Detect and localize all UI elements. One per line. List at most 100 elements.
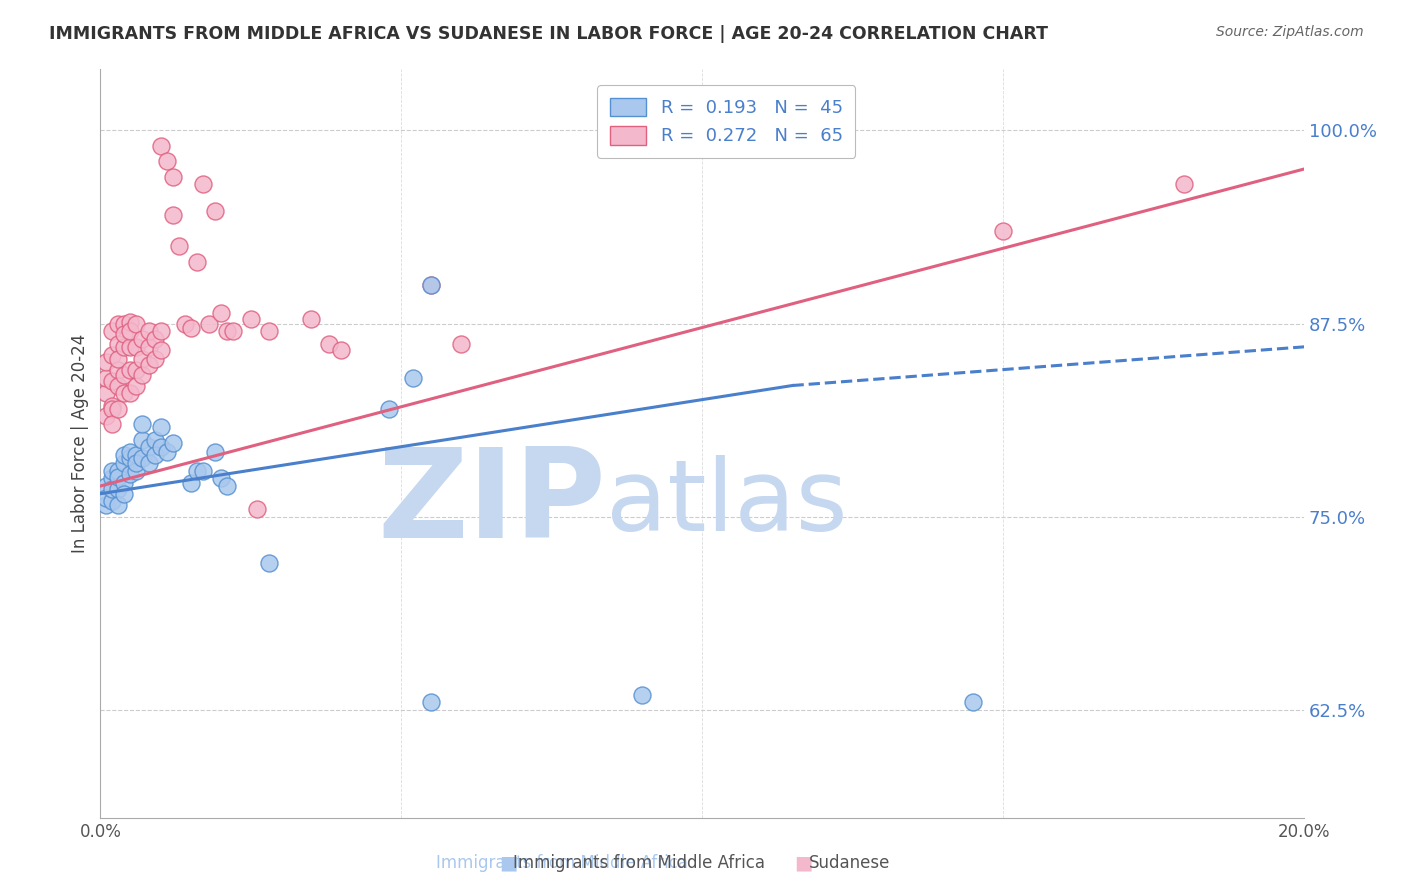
Point	[149, 343, 172, 357]
Point	[131, 332, 153, 346]
Point	[149, 138, 172, 153]
Point	[125, 448, 148, 462]
Point	[131, 451, 153, 466]
Point	[1173, 178, 1195, 192]
Text: ■: ■	[794, 854, 813, 872]
Point	[112, 340, 135, 354]
Point	[120, 451, 142, 466]
Text: Source: ZipAtlas.com: Source: ZipAtlas.com	[1216, 25, 1364, 39]
Point	[155, 154, 177, 169]
Point	[101, 401, 124, 416]
Point	[204, 203, 226, 218]
Point	[991, 224, 1014, 238]
Point	[107, 469, 129, 483]
Point	[239, 312, 262, 326]
Point	[107, 378, 129, 392]
Point	[112, 368, 135, 382]
Y-axis label: In Labor Force | Age 20-24: In Labor Force | Age 20-24	[72, 334, 89, 553]
Point	[96, 498, 118, 512]
Point	[149, 325, 172, 339]
Point	[180, 321, 202, 335]
Text: ZIP: ZIP	[377, 443, 606, 564]
Point	[96, 386, 118, 401]
Text: Sudanese: Sudanese	[808, 855, 890, 872]
Point	[107, 482, 129, 496]
Point	[186, 255, 208, 269]
Point	[131, 368, 153, 382]
Point	[96, 409, 118, 424]
Point	[112, 456, 135, 470]
Point	[107, 498, 129, 512]
Point	[149, 441, 172, 455]
Point	[96, 355, 118, 369]
Point	[101, 399, 124, 413]
Point	[191, 464, 214, 478]
Point	[631, 688, 654, 702]
Point	[96, 479, 118, 493]
Point	[138, 441, 160, 455]
Point	[107, 336, 129, 351]
Point	[204, 445, 226, 459]
Point	[107, 464, 129, 478]
Point	[112, 475, 135, 490]
Point	[197, 317, 219, 331]
Point	[209, 471, 232, 485]
Point	[125, 456, 148, 470]
Point	[173, 317, 195, 331]
Point	[120, 363, 142, 377]
Point	[125, 464, 148, 478]
Point	[101, 482, 124, 496]
Point	[131, 433, 153, 447]
Point	[162, 169, 184, 184]
Point	[162, 208, 184, 222]
Point	[402, 371, 425, 385]
Point	[138, 340, 160, 354]
Point	[120, 315, 142, 329]
Point	[125, 378, 148, 392]
Point	[112, 327, 135, 342]
Point	[143, 332, 166, 346]
Point	[378, 401, 401, 416]
Point	[101, 471, 124, 485]
Point	[112, 487, 135, 501]
Text: IMMIGRANTS FROM MIDDLE AFRICA VS SUDANESE IN LABOR FORCE | AGE 20-24 CORRELATION: IMMIGRANTS FROM MIDDLE AFRICA VS SUDANES…	[49, 25, 1049, 43]
Point	[222, 325, 245, 339]
Point	[107, 401, 129, 416]
Point	[186, 464, 208, 478]
Point	[101, 348, 124, 362]
Point	[209, 306, 232, 320]
Point	[138, 359, 160, 373]
Point	[101, 325, 124, 339]
Text: Immigrants from Middle Africa: Immigrants from Middle Africa	[513, 855, 765, 872]
Point	[101, 417, 124, 432]
Point	[138, 325, 160, 339]
Point	[131, 417, 153, 432]
Point	[143, 352, 166, 367]
Point	[257, 325, 280, 339]
Point	[162, 435, 184, 450]
Point	[120, 386, 142, 401]
Text: ■: ■	[499, 854, 517, 872]
Point	[125, 363, 148, 377]
Point	[101, 464, 124, 478]
Point	[180, 475, 202, 490]
Point	[107, 317, 129, 331]
Point	[420, 278, 443, 293]
Point	[149, 420, 172, 434]
Point	[257, 557, 280, 571]
Point	[155, 445, 177, 459]
Point	[330, 343, 353, 357]
Point	[131, 352, 153, 367]
Point	[318, 336, 340, 351]
Point	[125, 340, 148, 354]
Point	[120, 467, 142, 481]
Text: atlas: atlas	[606, 455, 848, 552]
Point	[191, 178, 214, 192]
Text: Immigrants from Middle Africa: Immigrants from Middle Africa	[436, 855, 689, 872]
Legend: R =  0.193   N =  45, R =  0.272   N =  65: R = 0.193 N = 45, R = 0.272 N = 65	[598, 85, 855, 158]
Point	[125, 317, 148, 331]
Point	[112, 317, 135, 331]
Point	[120, 445, 142, 459]
Point	[420, 696, 443, 710]
Point	[138, 456, 160, 470]
